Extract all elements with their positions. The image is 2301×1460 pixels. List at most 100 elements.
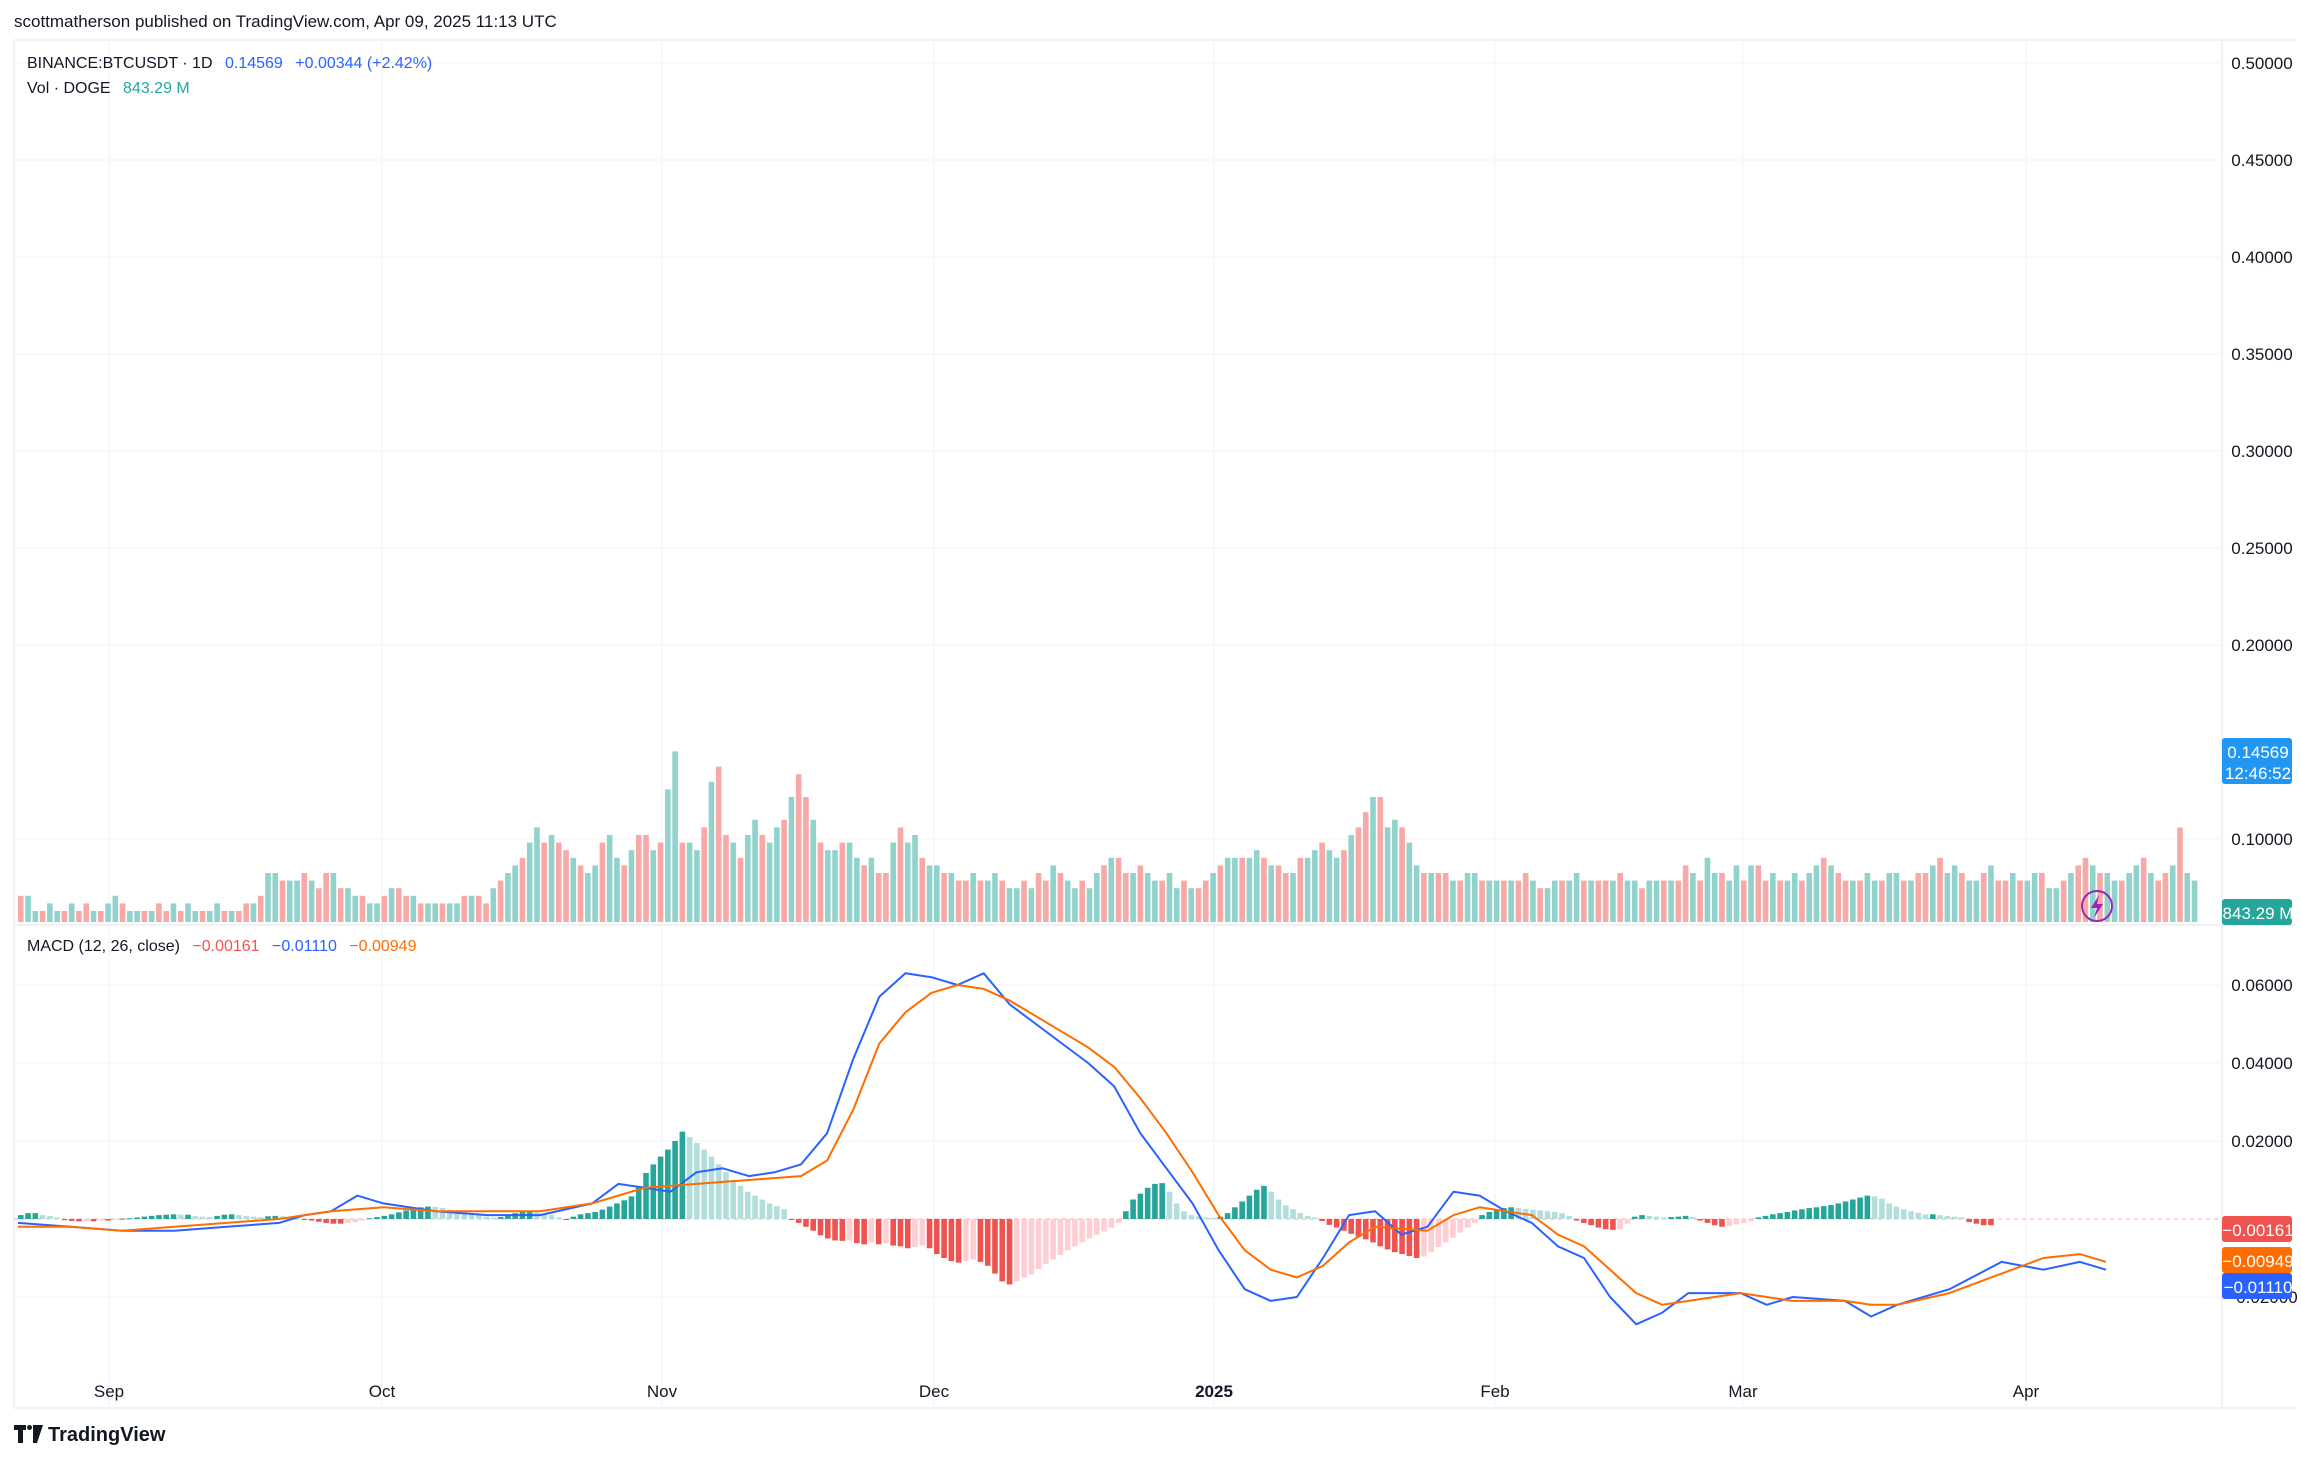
time-tick-label: Oct xyxy=(369,1382,396,1401)
macd-histogram-bar xyxy=(148,1215,155,1219)
volume-bar xyxy=(817,842,824,922)
volume-legend[interactable]: Vol · DOGE 843.29 M xyxy=(27,80,198,98)
volume-bar xyxy=(715,766,722,922)
macd-histogram-bar xyxy=(1239,1201,1245,1219)
volume-bar xyxy=(759,835,766,922)
volume-bar xyxy=(272,873,279,922)
macd-histogram-bar xyxy=(18,1215,24,1219)
volume-bar xyxy=(810,819,817,922)
volume-bar xyxy=(665,789,671,922)
volume-bar xyxy=(2169,865,2176,922)
macd-histogram-bar xyxy=(1319,1219,1325,1221)
macd-histogram-bar xyxy=(897,1219,904,1247)
macd-hist-value: −0.00161 xyxy=(192,938,260,955)
volume-bar xyxy=(861,865,867,922)
macd-histogram-bar xyxy=(323,1219,329,1223)
macd-histogram-bar xyxy=(708,1156,715,1219)
volume-bar xyxy=(1588,880,1594,922)
macd-histogram-bar xyxy=(199,1216,206,1219)
macd-histogram-bar xyxy=(1312,1217,1318,1219)
volume-bar xyxy=(1959,873,1965,922)
volume-bar xyxy=(214,903,220,922)
macd-histogram-bar xyxy=(1297,1213,1304,1219)
volume-bar xyxy=(1173,888,1180,922)
volume-bar xyxy=(1551,880,1558,922)
macd-histogram-bar xyxy=(1050,1219,1056,1260)
volume-bar xyxy=(2162,873,2169,922)
macd-histogram-bar xyxy=(1333,1219,1340,1228)
volume-bar xyxy=(1915,873,1922,922)
volume-bar xyxy=(614,857,620,922)
volume-bar xyxy=(606,835,613,922)
tradingview-logo[interactable]: TradingView xyxy=(14,1424,165,1447)
macd-histogram-bar xyxy=(497,1217,504,1219)
volume-bar xyxy=(294,880,300,922)
volume-bar xyxy=(919,857,926,922)
macd-histogram-bar xyxy=(1348,1219,1355,1234)
volume-bar xyxy=(948,873,955,922)
macd-histogram-bar xyxy=(1850,1199,1856,1219)
macd-legend[interactable]: MACD (12, 26, close) −0.00161 −0.01110 −… xyxy=(27,938,424,956)
macd-histogram-bar xyxy=(1879,1198,1885,1219)
volume-bar xyxy=(2148,873,2154,922)
macd-histogram-bar xyxy=(127,1218,133,1220)
volume-bar xyxy=(1719,873,1725,922)
macd-histogram-bar xyxy=(788,1219,795,1220)
macd-histogram-bar xyxy=(1166,1191,1173,1219)
macd-histogram-bar xyxy=(1472,1219,1478,1223)
volume-bar xyxy=(1748,865,1754,922)
time-tick-label: Mar xyxy=(1728,1382,1758,1401)
macd-histogram-bar xyxy=(977,1219,984,1262)
volume-bar xyxy=(1348,835,1355,922)
macd-histogram-bar xyxy=(105,1219,111,1221)
macd-histogram xyxy=(18,1131,1994,1285)
main-legend[interactable]: BINANCE:BTCUSDT · 1D 0.14569 +0.00344 (+… xyxy=(27,55,440,73)
volume-bar xyxy=(185,903,191,922)
volume-bar xyxy=(1246,857,1253,922)
volume-bar xyxy=(1203,880,1209,922)
volume-bar xyxy=(1639,888,1645,922)
volume-bar xyxy=(1341,850,1347,922)
macd-histogram-bar xyxy=(875,1219,882,1245)
volume-bar xyxy=(1544,888,1551,922)
macd-histogram-bar xyxy=(1646,1215,1653,1219)
volume-bar xyxy=(1740,880,1747,922)
macd-histogram-bar xyxy=(316,1219,322,1222)
macd-histogram-bar xyxy=(1581,1219,1587,1223)
macd-histogram-bar xyxy=(250,1216,257,1219)
volume-bar xyxy=(1159,880,1165,922)
macd-histogram-bar xyxy=(1653,1216,1660,1219)
volume-bar xyxy=(963,880,969,922)
macd-histogram-bar xyxy=(243,1215,249,1219)
volume-bar xyxy=(1937,857,1943,922)
time-tick-label: 2025 xyxy=(1195,1382,1233,1401)
volume-bar xyxy=(2053,888,2060,922)
published-header: scottmatherson published on TradingView.… xyxy=(14,12,557,31)
macd-histogram-bar xyxy=(388,1214,395,1219)
macd-histogram-bar xyxy=(883,1219,889,1244)
logo-text: TradingView xyxy=(48,1424,166,1446)
volume-bar xyxy=(1333,857,1340,922)
macd-histogram-bar xyxy=(83,1219,90,1221)
signal-badge-bg xyxy=(2222,1247,2292,1273)
volume-bar xyxy=(1050,865,1056,922)
macd-label: MACD (12, 26, close) xyxy=(27,938,180,955)
volume-bar xyxy=(555,842,562,922)
macd-histogram-bar xyxy=(1959,1217,1965,1219)
volume-bar xyxy=(505,873,511,922)
volume-bar xyxy=(199,911,206,922)
macd-histogram-bar xyxy=(352,1219,359,1223)
macd-histogram-bar xyxy=(1203,1217,1209,1219)
macd-histogram-bar xyxy=(1617,1219,1623,1230)
macd-histogram-bar xyxy=(236,1215,242,1219)
price-badge-bg xyxy=(2222,738,2292,784)
volume-bar xyxy=(177,911,184,922)
volume-bar xyxy=(599,842,606,922)
volume-bar xyxy=(1682,865,1689,922)
volume-bar xyxy=(672,751,678,922)
volume-bar xyxy=(2119,880,2125,922)
macd-histogram-bar xyxy=(1784,1211,1791,1219)
macd-histogram-bar xyxy=(1057,1219,1064,1255)
macd-histogram-bar xyxy=(1181,1211,1187,1219)
